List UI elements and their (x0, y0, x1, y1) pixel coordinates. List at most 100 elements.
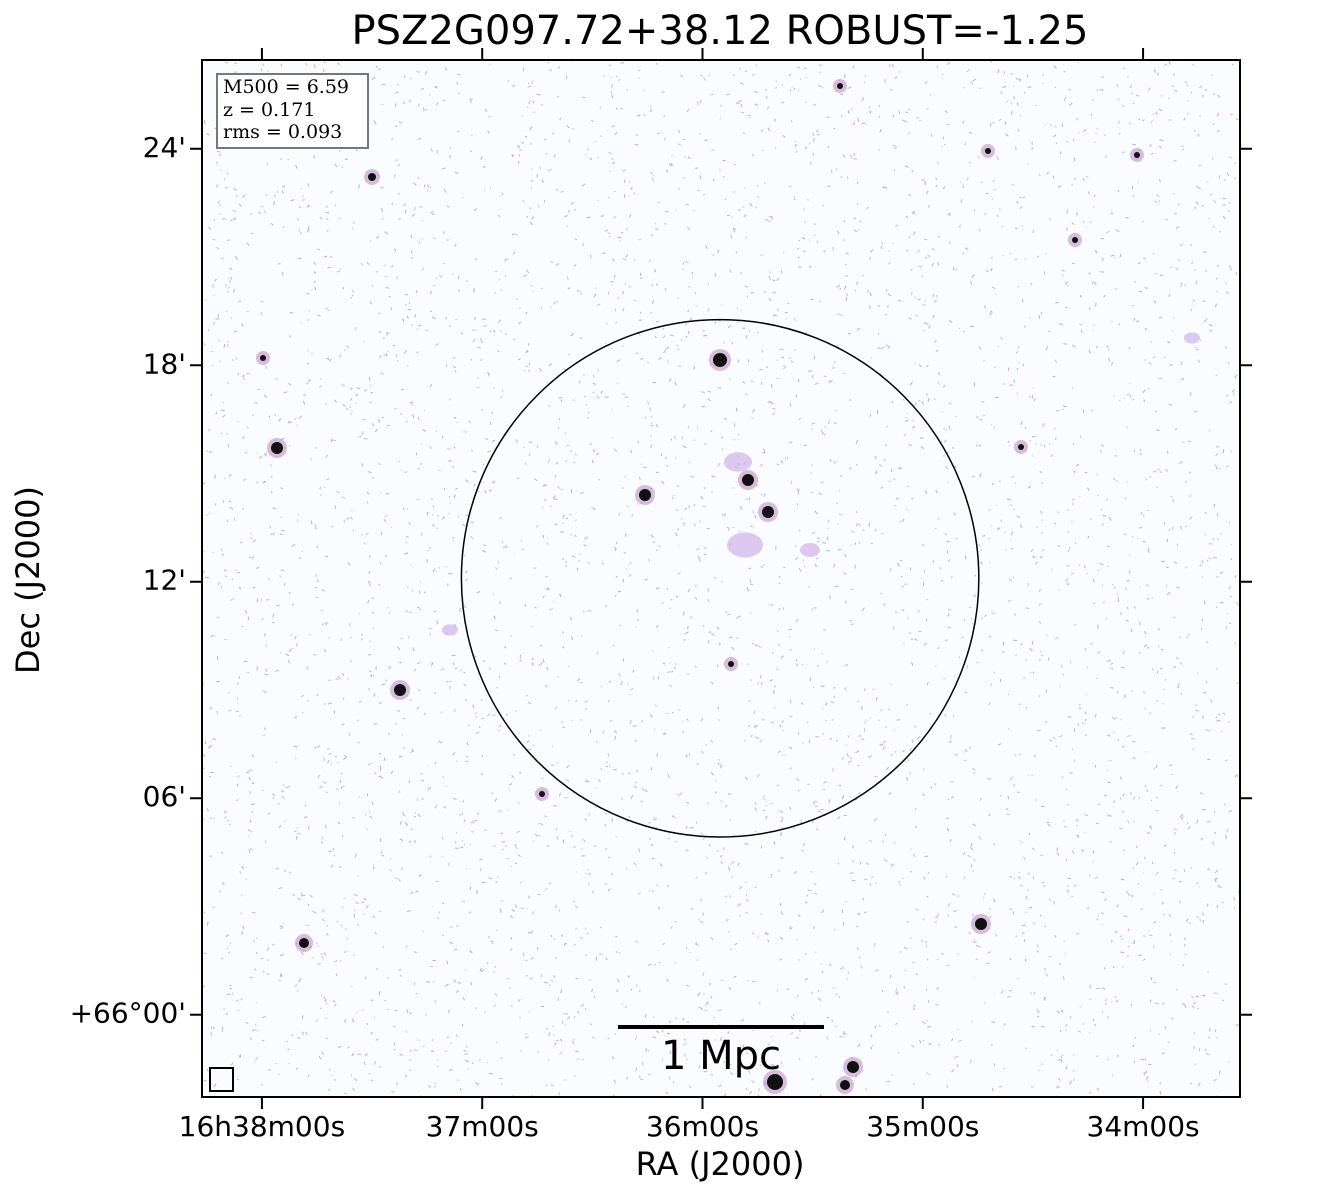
noise (619, 241, 620, 242)
noise (753, 75, 755, 76)
noise (733, 75, 735, 76)
noise (738, 434, 739, 435)
noise (1185, 285, 1186, 286)
noise (946, 818, 948, 819)
noise (620, 63, 624, 64)
noise (1066, 1024, 1067, 1027)
noise (464, 844, 465, 845)
noise (498, 562, 499, 563)
noise (261, 599, 262, 601)
noise (771, 874, 772, 876)
noise (911, 269, 912, 270)
noise (1202, 809, 1206, 810)
noise (813, 687, 814, 688)
noise (1175, 90, 1176, 91)
noise (1072, 521, 1073, 522)
noise (395, 878, 396, 879)
noise (1172, 86, 1174, 87)
noise (764, 182, 765, 183)
noise (715, 273, 716, 276)
noise (273, 614, 274, 618)
noise (1169, 404, 1172, 405)
noise (1171, 774, 1172, 775)
noise (369, 641, 370, 642)
noise (592, 1037, 594, 1038)
noise (794, 828, 795, 829)
noise (845, 264, 846, 265)
noise (993, 123, 994, 124)
source (368, 173, 376, 181)
source (728, 661, 734, 667)
noise (847, 177, 848, 179)
noise (995, 994, 996, 995)
noise (373, 628, 375, 629)
noise (241, 913, 242, 915)
noise (704, 140, 707, 141)
noise (1223, 713, 1226, 714)
noise (233, 598, 234, 599)
noise (753, 511, 754, 514)
noise (1165, 680, 1166, 681)
noise (748, 115, 751, 116)
noise (1073, 1070, 1074, 1071)
noise (1217, 905, 1218, 908)
noise (593, 460, 594, 463)
noise (790, 403, 791, 407)
noise (683, 525, 684, 526)
noise (1173, 318, 1174, 319)
noise (949, 403, 951, 404)
noise (902, 878, 903, 879)
noise (326, 825, 327, 828)
noise (582, 97, 585, 98)
noise (752, 643, 753, 645)
noise (1066, 789, 1067, 790)
noise (825, 426, 826, 427)
noise (736, 103, 740, 104)
noise (1031, 283, 1032, 284)
noise (1217, 668, 1218, 669)
noise (374, 1017, 375, 1018)
noise (248, 836, 249, 837)
noise (215, 475, 216, 479)
noise (250, 538, 252, 539)
noise (575, 701, 577, 702)
noise (1012, 184, 1014, 185)
noise (663, 329, 664, 330)
noise (937, 295, 938, 298)
noise (854, 218, 856, 219)
noise (958, 953, 959, 954)
noise (745, 740, 746, 741)
noise (420, 464, 422, 465)
noise (670, 662, 671, 663)
noise (1059, 686, 1060, 687)
noise (844, 220, 845, 222)
noise (470, 844, 471, 845)
noise (321, 995, 322, 996)
noise (596, 807, 597, 808)
noise (785, 312, 788, 313)
noise (1087, 667, 1088, 668)
noise (224, 344, 225, 348)
noise (795, 141, 796, 142)
noise (631, 515, 633, 516)
noise (814, 649, 815, 650)
noise (1125, 694, 1126, 698)
noise (1160, 275, 1164, 276)
noise (1114, 395, 1115, 396)
noise (261, 206, 263, 207)
noise (1180, 636, 1181, 638)
noise (262, 619, 264, 620)
noise (1158, 205, 1159, 206)
noise (708, 599, 709, 602)
noise (465, 431, 466, 433)
noise (949, 62, 950, 63)
noise (1077, 825, 1078, 826)
noise (682, 721, 683, 722)
noise (878, 334, 879, 335)
noise (717, 850, 718, 851)
noise (362, 638, 363, 640)
noise (974, 940, 975, 941)
noise (1098, 495, 1099, 496)
noise (418, 417, 419, 420)
